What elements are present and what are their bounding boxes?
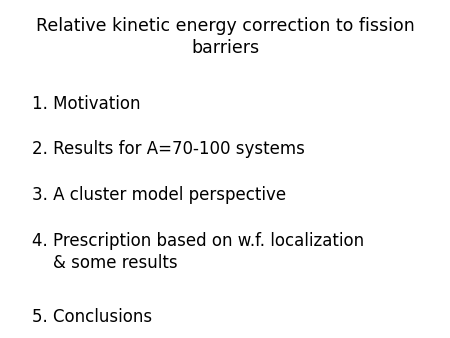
Text: Relative kinetic energy correction to fission
barriers: Relative kinetic energy correction to fi… [36, 17, 414, 57]
Text: 5. Conclusions: 5. Conclusions [32, 308, 152, 325]
Text: 1. Motivation: 1. Motivation [32, 95, 140, 113]
Text: 3. A cluster model perspective: 3. A cluster model perspective [32, 186, 286, 204]
Text: 4. Prescription based on w.f. localization
    & some results: 4. Prescription based on w.f. localizati… [32, 232, 364, 272]
Text: 2. Results for A=70-100 systems: 2. Results for A=70-100 systems [32, 140, 304, 158]
